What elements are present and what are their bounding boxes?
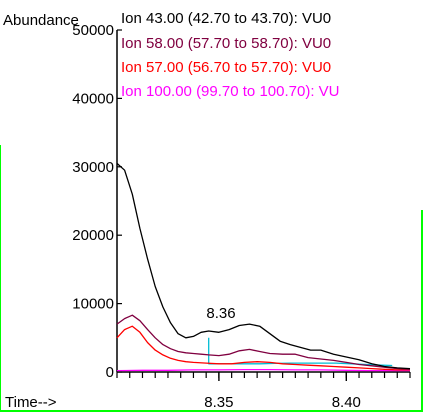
axes: 0 10000 20000 30000 40000 50000 8.35 8.40 <box>72 22 411 411</box>
legend-entry-3: Ion 100.00 (99.70 to 100.70): VU <box>121 83 340 100</box>
y-tick-label: 30000 <box>72 159 114 176</box>
legend-entry-0: Ion 43.00 (42.70 to 43.70): VU0 <box>121 10 331 27</box>
legend: Ion 43.00 (42.70 to 43.70): VU0 Ion 58.00… <box>121 10 340 100</box>
y-tick-label: 10000 <box>72 296 114 313</box>
legend-entry-1: Ion 58.00 (57.70 to 58.70): VU0 <box>121 35 331 52</box>
y-tick-label: 50000 <box>72 22 114 39</box>
x-tick-label: 8.40 <box>332 394 361 411</box>
y-tick-label: 20000 <box>72 227 114 244</box>
x-tick-label: 8.35 <box>204 394 233 411</box>
series-line-1 <box>116 314 411 370</box>
legend-entry-2: Ion 57.00 (56.70 to 57.70): VU0 <box>121 59 331 76</box>
x-axis-label: Time--> <box>5 394 57 411</box>
series-line-0 <box>116 162 411 370</box>
y-tick-label: 40000 <box>72 90 114 107</box>
y-tick-label: 0 <box>106 364 114 381</box>
peak-annotation-label: 8.36 <box>206 305 235 322</box>
series-line-3 <box>116 368 410 372</box>
y-axis-label: Abundance <box>3 12 79 29</box>
series-line-2 <box>116 325 410 371</box>
series-layer <box>116 162 411 372</box>
